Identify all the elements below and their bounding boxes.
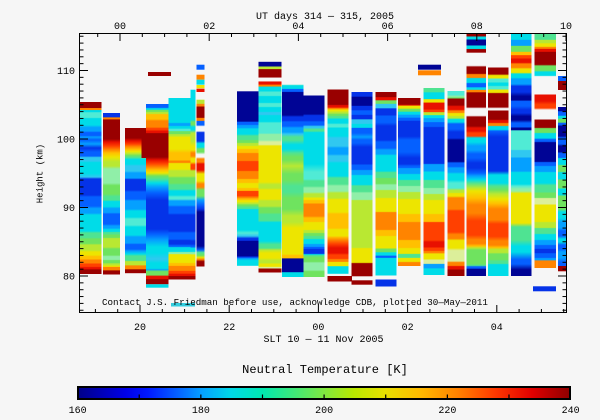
svg-text:100: 100	[57, 136, 75, 147]
svg-text:240: 240	[562, 406, 580, 417]
svg-text:90: 90	[63, 204, 75, 215]
svg-text:180: 180	[192, 406, 210, 417]
svg-text:Contact J.S. Friedman before u: Contact J.S. Friedman before use, acknow…	[102, 297, 488, 308]
svg-text:10: 10	[560, 22, 572, 33]
svg-text:UT days 314 — 315, 2005: UT days 314 — 315, 2005	[256, 11, 394, 23]
svg-text:200: 200	[315, 406, 333, 417]
svg-text:160: 160	[69, 406, 87, 417]
svg-text:20: 20	[134, 323, 146, 334]
svg-text:220: 220	[438, 406, 456, 417]
svg-text:04: 04	[491, 323, 503, 334]
svg-text:22: 22	[223, 323, 235, 334]
svg-text:Neutral Temperature [K]: Neutral Temperature [K]	[242, 363, 408, 377]
svg-text:08: 08	[471, 22, 483, 33]
svg-text:06: 06	[382, 22, 394, 33]
svg-text:02: 02	[402, 323, 414, 334]
svg-text:Height (km): Height (km)	[36, 144, 46, 203]
svg-text:SLT 10 — 11 Nov 2005: SLT 10 — 11 Nov 2005	[263, 335, 383, 346]
svg-text:80: 80	[63, 273, 75, 284]
svg-text:02: 02	[203, 22, 215, 33]
svg-text:00: 00	[114, 22, 126, 33]
svg-text:04: 04	[292, 22, 304, 33]
svg-text:00: 00	[312, 323, 324, 334]
svg-text:110: 110	[57, 67, 75, 78]
